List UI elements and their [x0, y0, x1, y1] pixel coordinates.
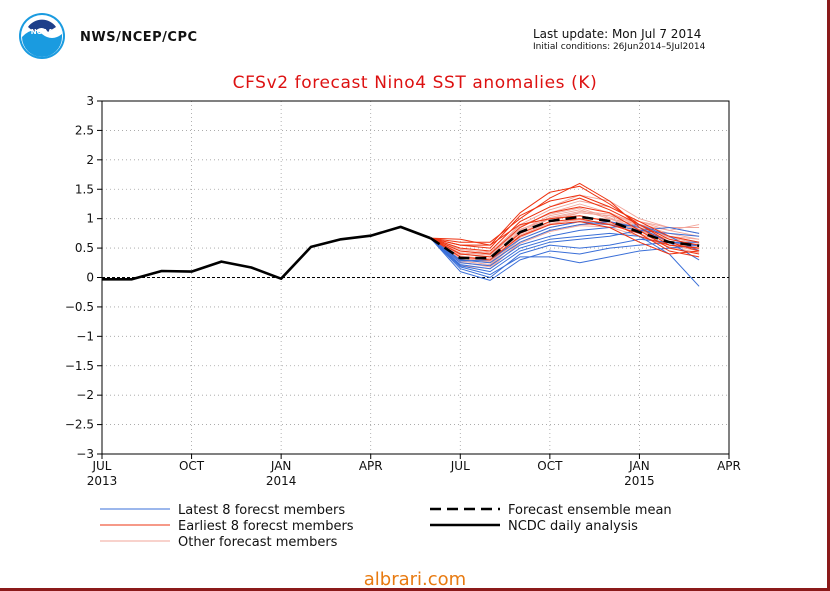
x-tick-label: APR [359, 459, 383, 473]
y-tick-label: 1 [86, 212, 94, 226]
y-tick-label: 0.5 [75, 241, 94, 255]
initial-conditions: Initial conditions: 26Jun2014–5Jul2014 [533, 42, 706, 52]
earliest-member-line [430, 185, 700, 246]
y-tick-label: −1.5 [65, 359, 94, 373]
x-tick-year-label: 2015 [624, 474, 655, 488]
other-member-line [430, 212, 700, 256]
legend-label-mean: Forecast ensemble mean [508, 503, 672, 518]
x-tick-label: OCT [179, 459, 205, 473]
x-tick-label: JAN [270, 459, 292, 473]
latest-member-line [430, 224, 700, 267]
ncdc-analysis-line [102, 225, 431, 281]
y-tick-label: 1.5 [75, 182, 94, 196]
x-tick-year-label: 2013 [87, 474, 118, 488]
legend-label-earliest: Earliest 8 forecst members [178, 519, 354, 534]
earliest-member-line [430, 206, 700, 255]
earliest-member-line [430, 215, 700, 249]
latest-member-line [430, 221, 700, 264]
x-tick-year-label: 2014 [266, 474, 297, 488]
chart-title: CFSv2 forecast Nino4 SST anomalies (K) [232, 73, 598, 93]
grid [102, 101, 729, 454]
noaa-logo-text: NOAA [31, 28, 54, 36]
y-tick-label: −0.5 [65, 300, 94, 314]
earliest-member-line [430, 197, 700, 252]
other-member-line [430, 194, 700, 256]
plot-series [102, 182, 700, 287]
frame-bottom-border [0, 588, 830, 591]
noaa-logo-icon: NOAA [19, 13, 65, 59]
earliest-member-line [430, 221, 700, 261]
x-tick-label: OCT [537, 459, 563, 473]
y-tick-label: −3 [76, 447, 94, 461]
y-tick-label: 3 [86, 94, 94, 108]
frame-right-border [827, 0, 830, 591]
latest-member-line [430, 237, 700, 276]
last-update: Last update: Mon Jul 7 2014 [533, 27, 702, 41]
earliest-member-line [430, 218, 700, 258]
x-tick-label: APR [717, 459, 741, 473]
x-tick-label: JUL [91, 459, 111, 473]
x-tick-label: JAN [628, 459, 650, 473]
y-tick-label: −2 [76, 388, 94, 402]
y-tick-label: 2 [86, 153, 94, 167]
legend-label-analysis: NCDC daily analysis [508, 519, 638, 534]
y-tick-label: −1 [76, 329, 94, 343]
earliest-member-line [430, 194, 700, 249]
latest-member-line [430, 232, 700, 287]
axes: 32.521.510.50−0.5−1−1.5−2−2.5−3JUL2013OC… [65, 94, 741, 488]
watermark: albrari.com [363, 569, 467, 590]
legend-label-other: Other forecast members [178, 535, 338, 550]
ensemble-mean-line [429, 215, 700, 260]
y-tick-label: 2.5 [75, 123, 94, 137]
legend-label-latest: Latest 8 forecst members [178, 503, 345, 518]
org-label: NWS/NCEP/CPC [80, 30, 198, 45]
latest-member-line [430, 237, 700, 281]
y-tick-label: −2.5 [65, 418, 94, 432]
x-tick-label: JUL [450, 459, 470, 473]
y-tick-label: 0 [86, 271, 94, 285]
